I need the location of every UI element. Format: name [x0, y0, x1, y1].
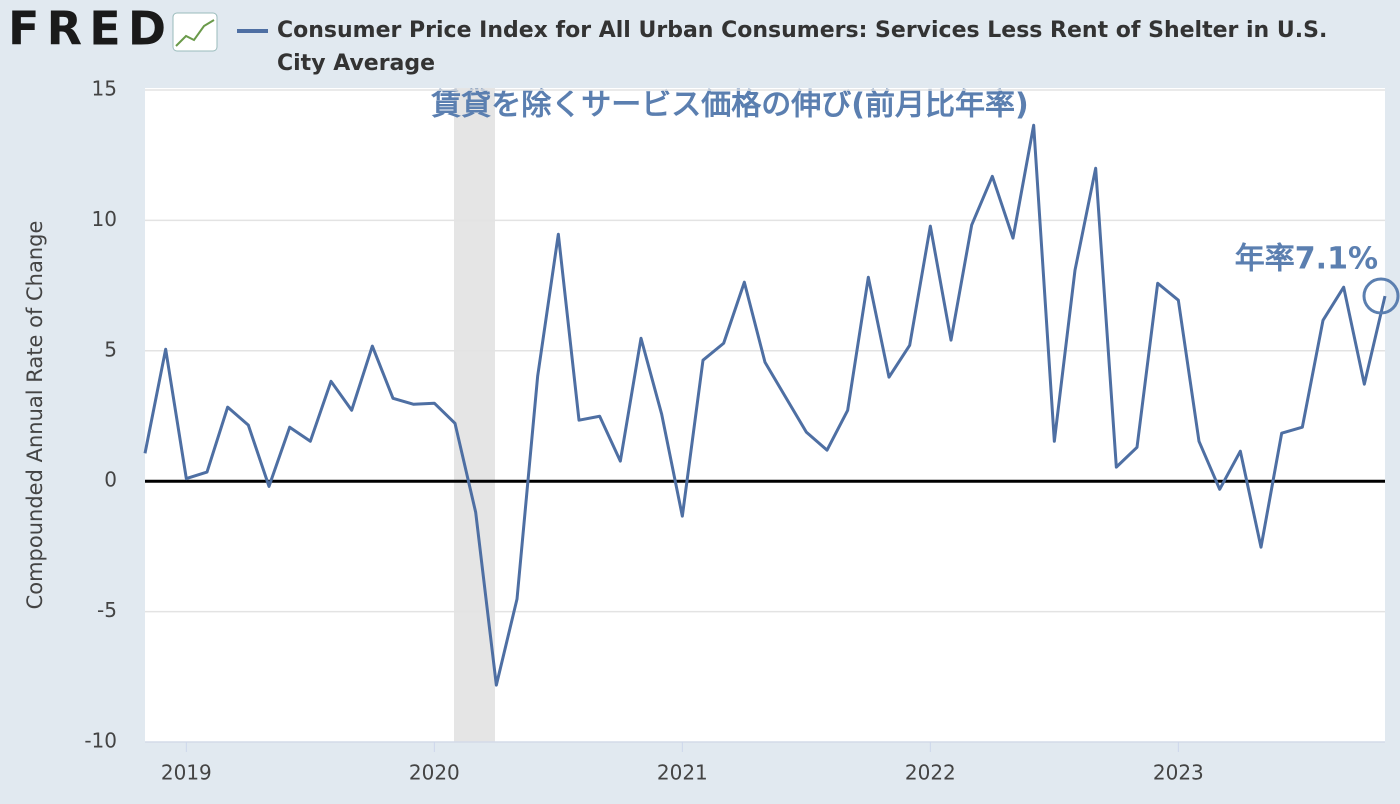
y-tick-label: -10	[84, 729, 117, 753]
legend-label: Consumer Price Index for All Urban Consu…	[277, 18, 1328, 76]
y-axis-label: Compounded Annual Rate of Change	[23, 221, 47, 610]
logo-icon-line	[175, 19, 215, 47]
y-tick-label: 10	[92, 207, 117, 231]
x-tick-label: 2020	[409, 761, 460, 785]
x-tick-label: 2019	[161, 761, 212, 785]
line	[143, 123, 1387, 687]
x-tick-label: 2022	[905, 761, 956, 785]
recession-shade	[454, 88, 495, 742]
logo: FRED	[8, 2, 166, 56]
logo-icon	[172, 12, 218, 52]
y-tick-label: 5	[104, 337, 117, 361]
y-tick-label: 15	[92, 77, 117, 101]
annotation-circle	[1362, 277, 1400, 315]
y-tick-label: 0	[104, 468, 117, 492]
x-tick-label: 2021	[657, 761, 708, 785]
x-tick-label: 2023	[1153, 761, 1204, 785]
annotation-title: 賃貸を除くサービス価格の伸び(前月比年率)	[430, 88, 1028, 123]
plot-area	[145, 88, 1385, 742]
y-tick-label: -5	[97, 598, 117, 622]
annotation-label: 年率7.1%	[1235, 242, 1378, 277]
